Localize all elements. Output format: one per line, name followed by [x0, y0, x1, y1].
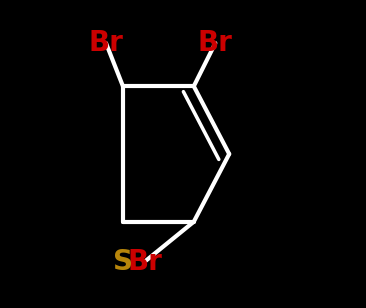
- Text: Br: Br: [89, 29, 123, 57]
- Text: Br: Br: [127, 248, 162, 276]
- Text: S: S: [113, 248, 133, 276]
- Text: Br: Br: [198, 29, 233, 57]
